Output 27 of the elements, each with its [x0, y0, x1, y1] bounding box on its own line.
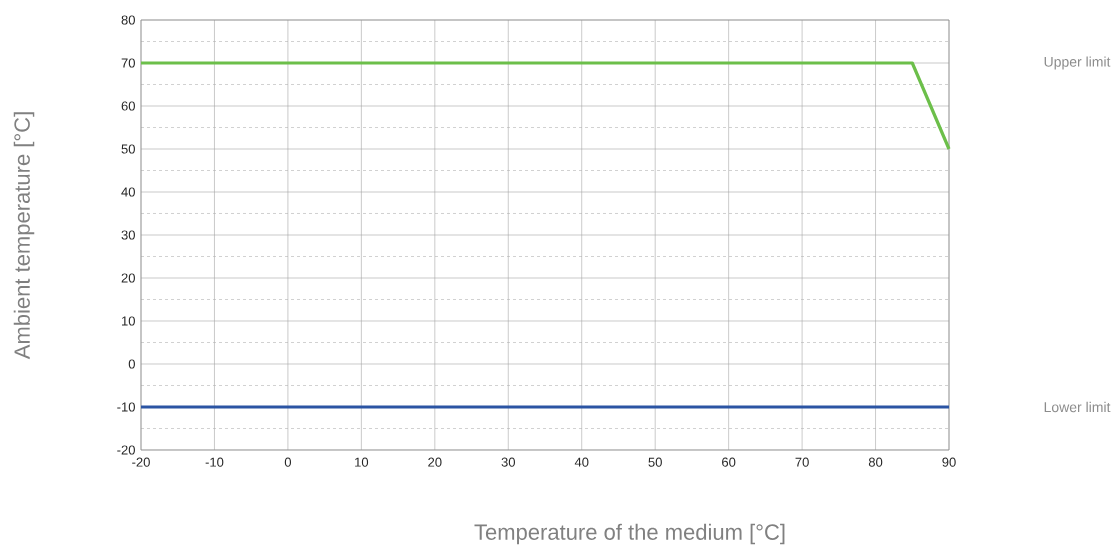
y-tick-label: 60 [121, 101, 135, 111]
y-tick-label: 70 [121, 58, 135, 68]
x-tick-label: -10 [205, 457, 224, 467]
y-tick-label: 40 [121, 187, 135, 197]
y-tick-label: 0 [128, 359, 135, 369]
y-axis-title: Ambient temperature [°C] [13, 112, 35, 360]
y-tick-label: -10 [117, 402, 135, 412]
x-tick-label: 90 [942, 457, 956, 467]
y-tick-label: 30 [121, 230, 135, 240]
x-tick-label: 20 [428, 457, 442, 467]
text: Upper limit [1044, 56, 1111, 70]
x-tick-label: 70 [795, 457, 809, 467]
y-tick-label: 50 [121, 144, 135, 154]
y-tick-label: -20 [117, 445, 135, 455]
x-tick-label: 80 [868, 457, 883, 467]
text: Lower limit [1044, 401, 1111, 413]
x-tick-label: 40 [574, 457, 589, 467]
y-tick-label: 10 [122, 316, 135, 326]
x-tick-label: 50 [648, 457, 662, 467]
x-tick-label: 60 [722, 457, 736, 467]
x-tick-label: 30 [501, 457, 515, 467]
x-tick-label: -20 [132, 457, 150, 467]
x-tick-label: 10 [355, 457, 369, 467]
y-tick-label: 80 [121, 15, 135, 25]
y-tick-label: 20 [121, 273, 135, 283]
x-axis-title: Temperature of the medium [°C] [474, 523, 785, 545]
x-tick-label: 0 [284, 457, 292, 467]
